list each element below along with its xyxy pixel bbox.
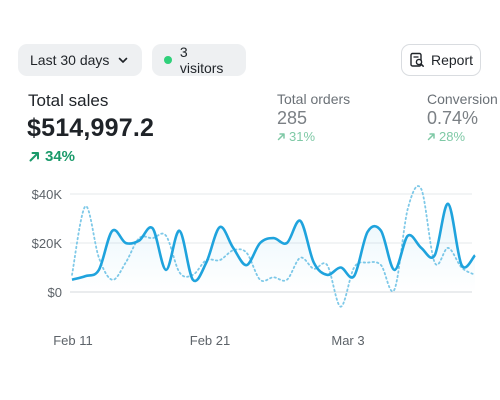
y-tick-label: $20K [32, 236, 63, 251]
chart-series [71, 185, 476, 308]
total-sales-label: Total sales [28, 91, 109, 110]
conversion-change-value: 28% [439, 129, 466, 144]
arrow-up-right-icon [277, 133, 285, 141]
x-tick-label: Feb 11 [53, 333, 93, 348]
y-axis: $0 $20K $40K [32, 187, 63, 300]
total-sales-value: $514,997.2 [27, 114, 155, 142]
arrow-up-right-icon [427, 133, 435, 141]
y-tick-label: $40K [32, 187, 63, 202]
total-orders-value: 285 [277, 108, 308, 128]
total-orders-change: 31% [277, 129, 315, 144]
conversion-change: 28% [427, 129, 465, 144]
total-orders-change-value: 31% [289, 129, 316, 144]
visitors-label: 3 visitors [179, 44, 224, 76]
series-line-previous [71, 185, 476, 308]
x-tick-label: Feb 21 [190, 333, 230, 348]
live-visitors-badge[interactable]: 3 visitors [152, 44, 246, 76]
y-tick-label: $0 [48, 285, 62, 300]
conversion-label: Conversion [427, 91, 498, 107]
total-orders-label: Total orders [277, 91, 351, 107]
arrow-up-right-icon [29, 152, 39, 162]
report-button[interactable]: Report [401, 44, 481, 76]
total-sales-change-value: 34% [45, 148, 76, 165]
date-range-dropdown[interactable]: Last 30 days [18, 44, 142, 76]
report-icon [410, 52, 424, 67]
x-axis: Feb 11 Feb 21 Mar 3 [53, 333, 364, 348]
date-range-label: Last 30 days [30, 52, 110, 68]
report-label: Report [430, 52, 474, 68]
total-sales-change: 34% [28, 148, 75, 165]
series-area [72, 203, 475, 292]
live-status-dot-icon [164, 56, 172, 64]
chevron-down-icon [119, 57, 128, 63]
series-line-current [71, 202, 476, 283]
conversion-value: 0.74% [427, 108, 479, 128]
x-tick-label: Mar 3 [331, 333, 364, 348]
